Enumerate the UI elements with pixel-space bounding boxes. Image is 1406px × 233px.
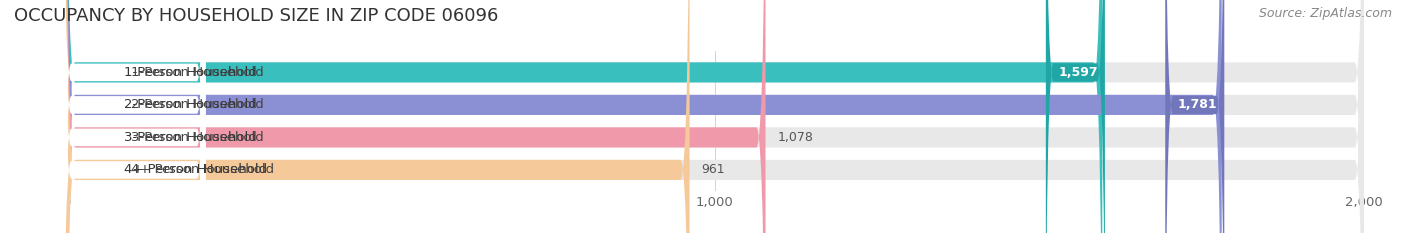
- FancyBboxPatch shape: [1166, 0, 1225, 233]
- FancyBboxPatch shape: [66, 0, 1222, 233]
- Text: 3-Person Household: 3-Person Household: [124, 131, 257, 144]
- FancyBboxPatch shape: [66, 0, 1364, 233]
- FancyBboxPatch shape: [63, 0, 205, 233]
- Text: 2-Person Household: 2-Person Household: [124, 98, 257, 111]
- FancyBboxPatch shape: [66, 0, 1102, 233]
- FancyBboxPatch shape: [66, 0, 1364, 233]
- Text: 1-Person Household: 1-Person Household: [124, 66, 257, 79]
- Text: 4+ Person Household: 4+ Person Household: [131, 163, 274, 176]
- Text: 1,078: 1,078: [778, 131, 813, 144]
- Text: 4+ Person Household: 4+ Person Household: [124, 163, 267, 176]
- FancyBboxPatch shape: [1046, 0, 1105, 233]
- FancyBboxPatch shape: [66, 0, 689, 233]
- FancyBboxPatch shape: [66, 0, 1364, 233]
- Text: 3-Person Household: 3-Person Household: [131, 131, 263, 144]
- FancyBboxPatch shape: [63, 0, 205, 233]
- Text: 1,781: 1,781: [1178, 98, 1218, 111]
- FancyBboxPatch shape: [63, 0, 205, 233]
- FancyBboxPatch shape: [63, 0, 205, 233]
- Text: 1-Person Household: 1-Person Household: [131, 66, 263, 79]
- FancyBboxPatch shape: [66, 0, 765, 233]
- Text: Source: ZipAtlas.com: Source: ZipAtlas.com: [1258, 7, 1392, 20]
- Text: 1,597: 1,597: [1059, 66, 1098, 79]
- Text: 961: 961: [702, 163, 725, 176]
- Text: 2-Person Household: 2-Person Household: [131, 98, 263, 111]
- FancyBboxPatch shape: [66, 0, 1364, 233]
- Text: OCCUPANCY BY HOUSEHOLD SIZE IN ZIP CODE 06096: OCCUPANCY BY HOUSEHOLD SIZE IN ZIP CODE …: [14, 7, 499, 25]
